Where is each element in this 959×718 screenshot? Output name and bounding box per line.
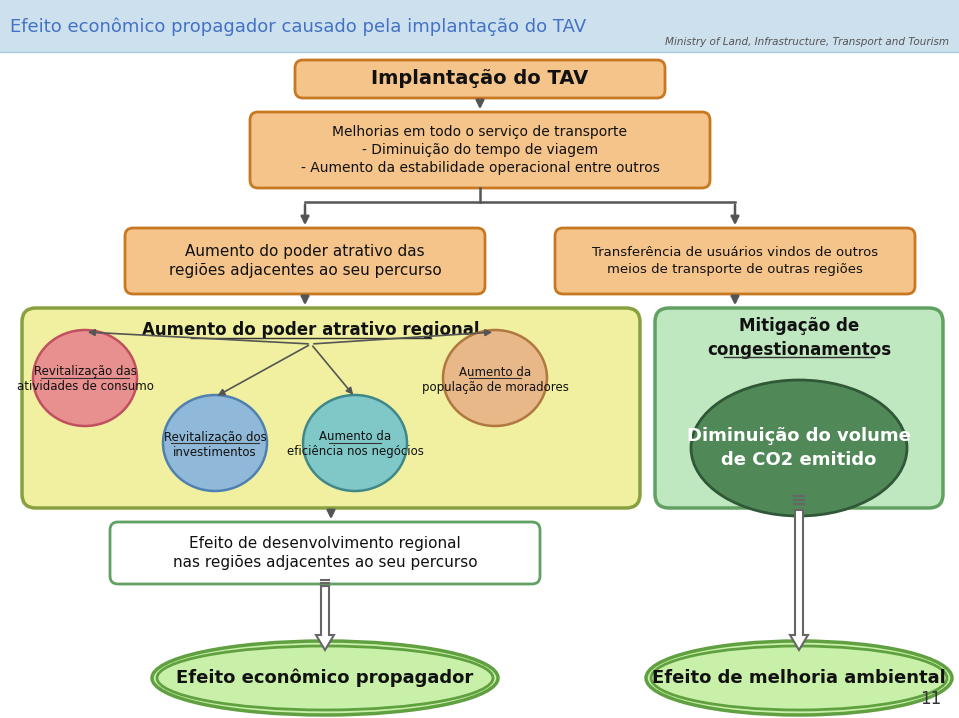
- Text: 11: 11: [920, 690, 941, 708]
- Bar: [0, 0, 959, 52]
- Text: eficiência nos negócios: eficiência nos negócios: [287, 445, 424, 459]
- Polygon shape: [790, 510, 808, 650]
- Text: Aumento da: Aumento da: [319, 431, 391, 444]
- Text: Aumento do poder atrativo regional: Aumento do poder atrativo regional: [142, 321, 480, 339]
- Ellipse shape: [691, 380, 907, 516]
- Text: Mitigação de
congestionamentos: Mitigação de congestionamentos: [707, 317, 891, 359]
- Ellipse shape: [33, 330, 137, 426]
- Ellipse shape: [443, 330, 547, 426]
- Text: atividades de consumo: atividades de consumo: [16, 381, 153, 393]
- Text: Efeito de desenvolvimento regional
nas regiões adjacentes ao seu percurso: Efeito de desenvolvimento regional nas r…: [173, 536, 478, 570]
- Ellipse shape: [646, 641, 952, 715]
- Ellipse shape: [157, 646, 493, 710]
- Text: Diminuição do volume
de CO2 emitido: Diminuição do volume de CO2 emitido: [687, 427, 911, 469]
- FancyBboxPatch shape: [125, 228, 485, 294]
- Text: investimentos: investimentos: [174, 445, 257, 459]
- FancyBboxPatch shape: [295, 60, 665, 98]
- Text: Revitalização dos: Revitalização dos: [164, 431, 267, 444]
- Text: Implantação do TAV: Implantação do TAV: [371, 70, 589, 88]
- Ellipse shape: [651, 646, 947, 710]
- Text: Efeito econômico propagador: Efeito econômico propagador: [176, 668, 474, 687]
- FancyBboxPatch shape: [110, 522, 540, 584]
- FancyBboxPatch shape: [22, 308, 640, 508]
- Text: Efeito econômico propagador causado pela implantação do TAV: Efeito econômico propagador causado pela…: [10, 18, 586, 36]
- Text: Ministry of Land, Infrastructure, Transport and Tourism: Ministry of Land, Infrastructure, Transp…: [665, 37, 949, 47]
- Text: Revitalização das: Revitalização das: [34, 365, 136, 378]
- FancyBboxPatch shape: [655, 308, 943, 508]
- Polygon shape: [316, 586, 334, 650]
- Text: Aumento da: Aumento da: [459, 365, 531, 378]
- Text: Aumento do poder atrativo das
regiões adjacentes ao seu percurso: Aumento do poder atrativo das regiões ad…: [169, 243, 441, 279]
- Ellipse shape: [163, 395, 267, 491]
- Ellipse shape: [303, 395, 407, 491]
- Text: população de moradores: população de moradores: [422, 381, 569, 393]
- Ellipse shape: [152, 641, 498, 715]
- FancyBboxPatch shape: [250, 112, 710, 188]
- Text: Transferência de usuários vindos de outros
meios de transporte de outras regiões: Transferência de usuários vindos de outr…: [592, 246, 878, 276]
- Text: Melhorias em todo o serviço de transporte
- Diminuição do tempo de viagem
- Aume: Melhorias em todo o serviço de transport…: [300, 125, 660, 175]
- Text: Efeito de melhoria ambiental: Efeito de melhoria ambiental: [652, 669, 946, 687]
- FancyBboxPatch shape: [555, 228, 915, 294]
